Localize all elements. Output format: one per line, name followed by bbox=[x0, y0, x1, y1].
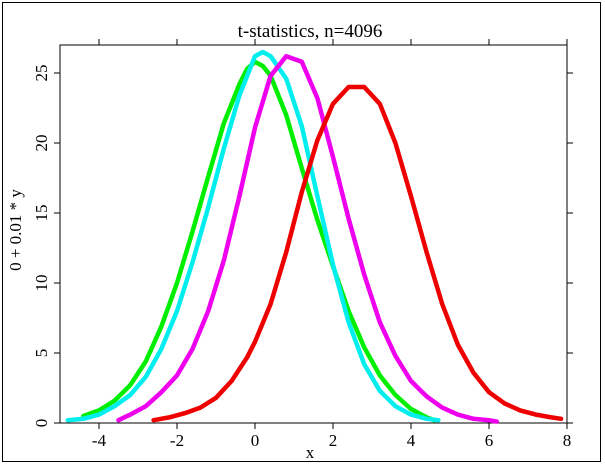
y-tick-label: 20 bbox=[32, 135, 51, 152]
y-tick-label: 5 bbox=[32, 349, 51, 358]
chart-title: t-statistics, n=4096 bbox=[238, 21, 383, 42]
x-tick-label: -2 bbox=[170, 431, 184, 450]
x-tick-label: 8 bbox=[563, 431, 572, 450]
chart-frame bbox=[2, 2, 601, 462]
y-tick-label: 15 bbox=[32, 205, 51, 222]
tick-layer: -4 -2 0 2 4 6 8 0 5 10 15 20 25 bbox=[32, 39, 573, 450]
x-tick-label: 4 bbox=[407, 431, 416, 450]
series-layer bbox=[65, 49, 564, 424]
y-tick-label: 10 bbox=[32, 275, 51, 292]
series-line-1 bbox=[81, 59, 437, 423]
y-tick-label: 0 bbox=[32, 419, 51, 428]
x-tick-label: 0 bbox=[251, 431, 260, 450]
x-tick-label: 6 bbox=[485, 431, 494, 450]
series-line-3 bbox=[116, 53, 500, 424]
y-axis-label: 0 + 0.01 * y bbox=[6, 189, 25, 271]
plot-area bbox=[59, 44, 568, 424]
x-tick-label: -4 bbox=[92, 431, 107, 450]
x-tick-label: 2 bbox=[329, 431, 338, 450]
x-axis-label: x bbox=[306, 443, 315, 462]
series-line-2 bbox=[65, 49, 441, 423]
y-tick-label: 25 bbox=[32, 65, 51, 82]
series-line-4 bbox=[151, 84, 564, 423]
